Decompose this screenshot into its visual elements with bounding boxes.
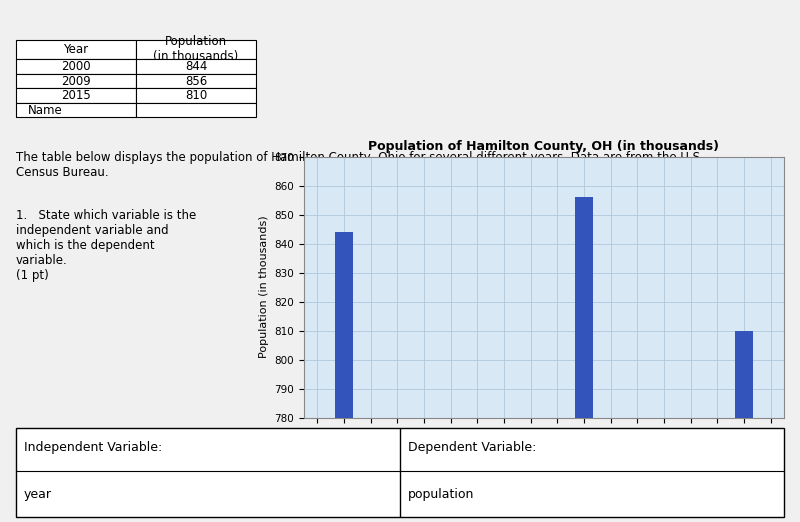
Bar: [335, 232, 353, 418]
Text: 1.   State which variable is the
independent variable and
which is the dependent: 1. State which variable is the independe…: [16, 209, 196, 282]
Bar: [735, 330, 753, 418]
Text: population: population: [408, 488, 474, 501]
Text: The table below displays the population of Hamilton County, Ohio for several dif: The table below displays the population …: [16, 151, 704, 180]
Y-axis label: Population (in thousands): Population (in thousands): [259, 216, 269, 359]
Text: Dependent Variable:: Dependent Variable:: [408, 441, 536, 454]
Text: year: year: [24, 488, 52, 501]
Title: Population of Hamilton County, OH (in thousands): Population of Hamilton County, OH (in th…: [369, 140, 719, 152]
Bar: [575, 197, 593, 418]
Text: Independent Variable:: Independent Variable:: [24, 441, 162, 454]
